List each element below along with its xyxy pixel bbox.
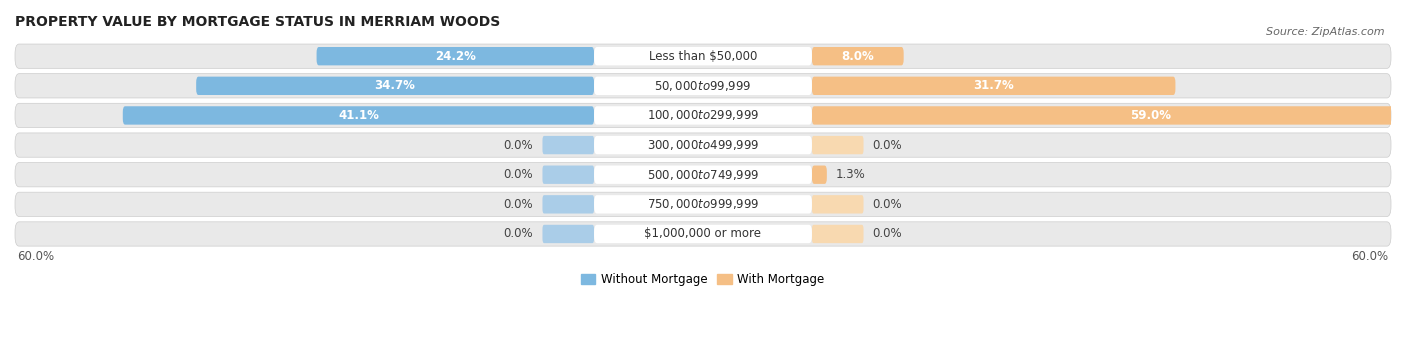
Text: 0.0%: 0.0% — [503, 227, 533, 240]
FancyBboxPatch shape — [595, 136, 811, 154]
FancyBboxPatch shape — [811, 47, 904, 65]
Text: $300,000 to $499,999: $300,000 to $499,999 — [647, 138, 759, 152]
Text: 41.1%: 41.1% — [337, 109, 378, 122]
Text: 59.0%: 59.0% — [1129, 109, 1171, 122]
Text: 31.7%: 31.7% — [973, 79, 1014, 92]
Text: 8.0%: 8.0% — [841, 50, 875, 63]
Text: 0.0%: 0.0% — [503, 138, 533, 152]
FancyBboxPatch shape — [811, 136, 863, 154]
Text: 0.0%: 0.0% — [503, 168, 533, 181]
FancyBboxPatch shape — [595, 225, 811, 243]
FancyBboxPatch shape — [811, 225, 863, 243]
Text: 34.7%: 34.7% — [374, 79, 416, 92]
FancyBboxPatch shape — [595, 165, 811, 184]
FancyBboxPatch shape — [15, 222, 1391, 246]
Text: 0.0%: 0.0% — [873, 138, 903, 152]
Text: 24.2%: 24.2% — [434, 50, 475, 63]
FancyBboxPatch shape — [811, 77, 1175, 95]
FancyBboxPatch shape — [543, 165, 595, 184]
FancyBboxPatch shape — [811, 195, 863, 213]
Text: $100,000 to $299,999: $100,000 to $299,999 — [647, 108, 759, 122]
FancyBboxPatch shape — [811, 165, 827, 184]
FancyBboxPatch shape — [15, 192, 1391, 217]
Text: 0.0%: 0.0% — [503, 198, 533, 211]
FancyBboxPatch shape — [543, 225, 595, 243]
Text: 60.0%: 60.0% — [17, 250, 55, 263]
FancyBboxPatch shape — [122, 106, 595, 124]
FancyBboxPatch shape — [15, 74, 1391, 98]
FancyBboxPatch shape — [595, 106, 811, 124]
Text: PROPERTY VALUE BY MORTGAGE STATUS IN MERRIAM WOODS: PROPERTY VALUE BY MORTGAGE STATUS IN MER… — [15, 15, 501, 29]
Text: Source: ZipAtlas.com: Source: ZipAtlas.com — [1267, 27, 1385, 37]
FancyBboxPatch shape — [595, 77, 811, 95]
Text: $50,000 to $99,999: $50,000 to $99,999 — [654, 79, 752, 93]
FancyBboxPatch shape — [543, 136, 595, 154]
FancyBboxPatch shape — [15, 103, 1391, 128]
FancyBboxPatch shape — [811, 106, 1406, 124]
Text: 60.0%: 60.0% — [1351, 250, 1389, 263]
FancyBboxPatch shape — [595, 195, 811, 213]
Text: 0.0%: 0.0% — [873, 227, 903, 240]
FancyBboxPatch shape — [15, 133, 1391, 157]
Text: $500,000 to $749,999: $500,000 to $749,999 — [647, 168, 759, 182]
FancyBboxPatch shape — [15, 44, 1391, 68]
FancyBboxPatch shape — [543, 195, 595, 213]
FancyBboxPatch shape — [595, 47, 811, 65]
Text: 0.0%: 0.0% — [873, 198, 903, 211]
Text: $1,000,000 or more: $1,000,000 or more — [644, 227, 762, 240]
Legend: Without Mortgage, With Mortgage: Without Mortgage, With Mortgage — [576, 268, 830, 291]
Text: 1.3%: 1.3% — [837, 168, 866, 181]
Text: $750,000 to $999,999: $750,000 to $999,999 — [647, 197, 759, 211]
Text: Less than $50,000: Less than $50,000 — [648, 50, 758, 63]
FancyBboxPatch shape — [316, 47, 595, 65]
FancyBboxPatch shape — [197, 77, 595, 95]
FancyBboxPatch shape — [15, 163, 1391, 187]
